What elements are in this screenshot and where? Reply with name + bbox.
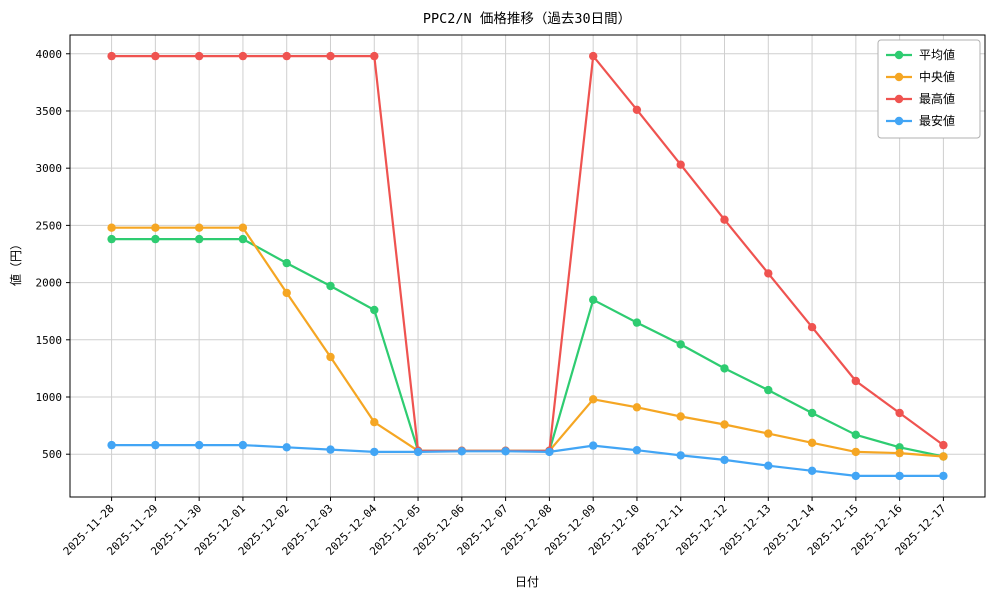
legend-label: 最安値 (919, 113, 955, 128)
series-marker-2 (282, 51, 291, 61)
series-marker-2 (676, 160, 685, 169)
series-marker-2 (807, 323, 817, 332)
series-marker-0 (807, 408, 817, 418)
legend-label: 中央値 (919, 69, 955, 84)
series-marker-3 (807, 466, 817, 475)
y-tick-label: 2500 (36, 219, 63, 232)
series-marker-3 (632, 446, 642, 455)
series-marker-0 (764, 385, 773, 395)
series-marker-0 (589, 295, 598, 304)
series-marker-3 (589, 441, 598, 450)
y-tick-label: 2000 (36, 277, 63, 290)
legend-marker-sample (894, 94, 904, 104)
chart-title: PPC2/N 価格推移（過去30日間） (423, 11, 631, 27)
series-marker-1 (370, 418, 379, 427)
series-marker-2 (107, 51, 116, 61)
series-marker-3 (107, 440, 116, 450)
series-marker-2 (939, 440, 948, 450)
series-marker-3 (326, 445, 335, 454)
series-marker-3 (895, 471, 904, 481)
series-marker-2 (632, 105, 642, 115)
series-marker-0 (632, 318, 642, 327)
y-tick-label: 1000 (36, 391, 63, 404)
series-marker-1 (282, 288, 291, 298)
series-marker-2 (851, 376, 860, 386)
series-marker-0 (238, 234, 248, 244)
series-line-2 (110, 54, 945, 452)
series-marker-1 (895, 448, 904, 458)
series-marker-1 (851, 447, 860, 457)
series-marker-2 (370, 51, 379, 61)
legend-label: 最高値 (919, 91, 955, 106)
series-line-3 (110, 444, 945, 477)
series-marker-1 (632, 403, 642, 412)
legend-label: 平均値 (919, 47, 955, 62)
series-marker-1 (107, 223, 116, 232)
series-marker-2 (151, 51, 160, 61)
y-tick-label: 3500 (36, 105, 63, 118)
series-marker-3 (370, 447, 379, 457)
plot-border (69, 34, 986, 498)
x-axis-label: 日付 (515, 575, 539, 589)
series-marker-1 (238, 223, 248, 232)
series-marker-1 (151, 223, 160, 232)
y-tick-label: 3000 (36, 162, 63, 175)
series-marker-3 (457, 447, 466, 456)
series-marker-1 (720, 420, 729, 429)
series-marker-3 (939, 471, 948, 481)
legend-marker-sample (894, 50, 904, 60)
legend-marker-sample (894, 116, 904, 126)
series-marker-0 (195, 234, 204, 244)
series-marker-2 (764, 269, 773, 278)
series-marker-3 (501, 447, 510, 456)
series-marker-0 (282, 258, 291, 268)
series-marker-1 (326, 352, 335, 362)
series-marker-2 (720, 215, 729, 224)
series-marker-3 (851, 471, 860, 481)
series-marker-0 (676, 340, 685, 349)
series-marker-1 (764, 429, 773, 438)
series-marker-3 (720, 455, 729, 465)
series-line-1 (110, 226, 945, 458)
y-tick-label: 500 (42, 448, 62, 461)
series-marker-3 (676, 451, 685, 460)
series-marker-2 (195, 51, 204, 61)
series-marker-2 (895, 408, 904, 418)
series-marker-1 (807, 438, 817, 447)
series-marker-0 (370, 305, 379, 315)
legend (877, 39, 981, 139)
series-marker-0 (720, 364, 729, 373)
series-marker-1 (676, 412, 685, 421)
series-marker-0 (895, 443, 904, 452)
y-tick-label: 4000 (36, 48, 63, 61)
series-marker-0 (107, 234, 116, 244)
series-marker-1 (195, 223, 204, 232)
chart-plot-area: 50010001500200025003000350040002025-11-2… (36, 34, 986, 558)
series-marker-1 (589, 395, 598, 404)
series-marker-3 (545, 447, 554, 457)
y-axis-label: 値（円） (8, 238, 23, 286)
series-marker-2 (238, 51, 248, 61)
series-line-0 (110, 238, 945, 458)
series-marker-0 (851, 430, 860, 439)
series-marker-3 (282, 443, 291, 452)
series-marker-3 (413, 447, 423, 457)
series-marker-3 (195, 440, 204, 450)
series-marker-0 (326, 281, 335, 291)
series-marker-0 (151, 234, 160, 244)
y-tick-label: 1500 (36, 334, 63, 347)
series-marker-3 (151, 440, 160, 450)
series-marker-1 (939, 452, 948, 461)
series-marker-3 (764, 461, 773, 470)
legend-marker-sample (894, 72, 904, 82)
series-marker-3 (238, 440, 248, 450)
series-marker-2 (326, 51, 335, 61)
series-marker-2 (589, 51, 598, 61)
